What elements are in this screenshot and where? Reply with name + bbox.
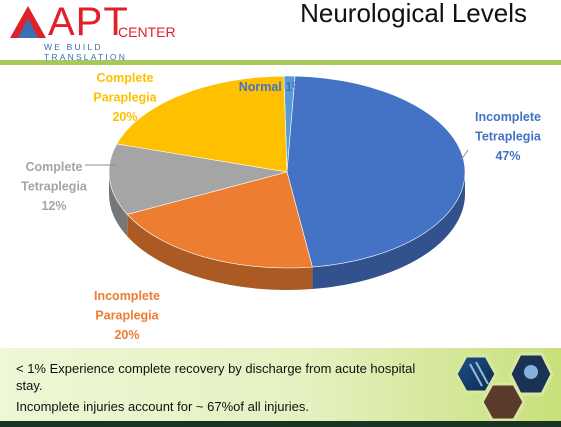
header-divider: [0, 60, 561, 65]
pie-label-3: Complete Tetraplegia 12%: [21, 160, 88, 213]
decorative-image-collage: [454, 352, 554, 421]
pie-label-2: Incomplete Paraplegia 20%: [94, 289, 160, 342]
apt-center-logo: APT CENTER WE BUILD TRANSLATION: [8, 0, 188, 62]
footer-note-recovery: < 1% Experience complete recovery by dis…: [16, 361, 416, 393]
leader-line-incomplete-tetraplegia: [460, 149, 469, 161]
pie-slice-1: [286, 75, 466, 268]
footer-note-incomplete: Incomplete injuries account for ~ 67%of …: [16, 399, 310, 414]
pie-slice-2: [126, 171, 313, 269]
logo-mark-icon: [10, 6, 46, 38]
neurological-levels-pie-chart: Normal 1% Incomplete Tetraplegia 47% Incompl…: [21, 71, 542, 342]
pie-slice-side-3: [109, 172, 128, 237]
footer-panel: < 1% Experience complete recovery by dis…: [0, 348, 561, 421]
pie-slice-3: [108, 143, 288, 215]
slide-title: Neurological Levels: [300, 0, 527, 28]
slide-header: APT CENTER WE BUILD TRANSLATION Neurolog…: [0, 0, 561, 62]
pie-slice-4: [116, 75, 288, 173]
pie-slice-side-2: [127, 214, 313, 290]
logo-tagline: WE BUILD TRANSLATION: [44, 42, 128, 62]
logo-text: APT: [48, 0, 129, 44]
logo-suffix: CENTER: [118, 24, 176, 40]
pie-slice-side-1: [312, 172, 465, 290]
pie-label-1: Incomplete Tetraplegia 47%: [475, 110, 542, 163]
bottom-bar: [0, 421, 561, 427]
pie-label-0: Normal 1%: [239, 80, 304, 94]
pie-label-4: Complete Paraplegia 20%: [93, 71, 157, 124]
